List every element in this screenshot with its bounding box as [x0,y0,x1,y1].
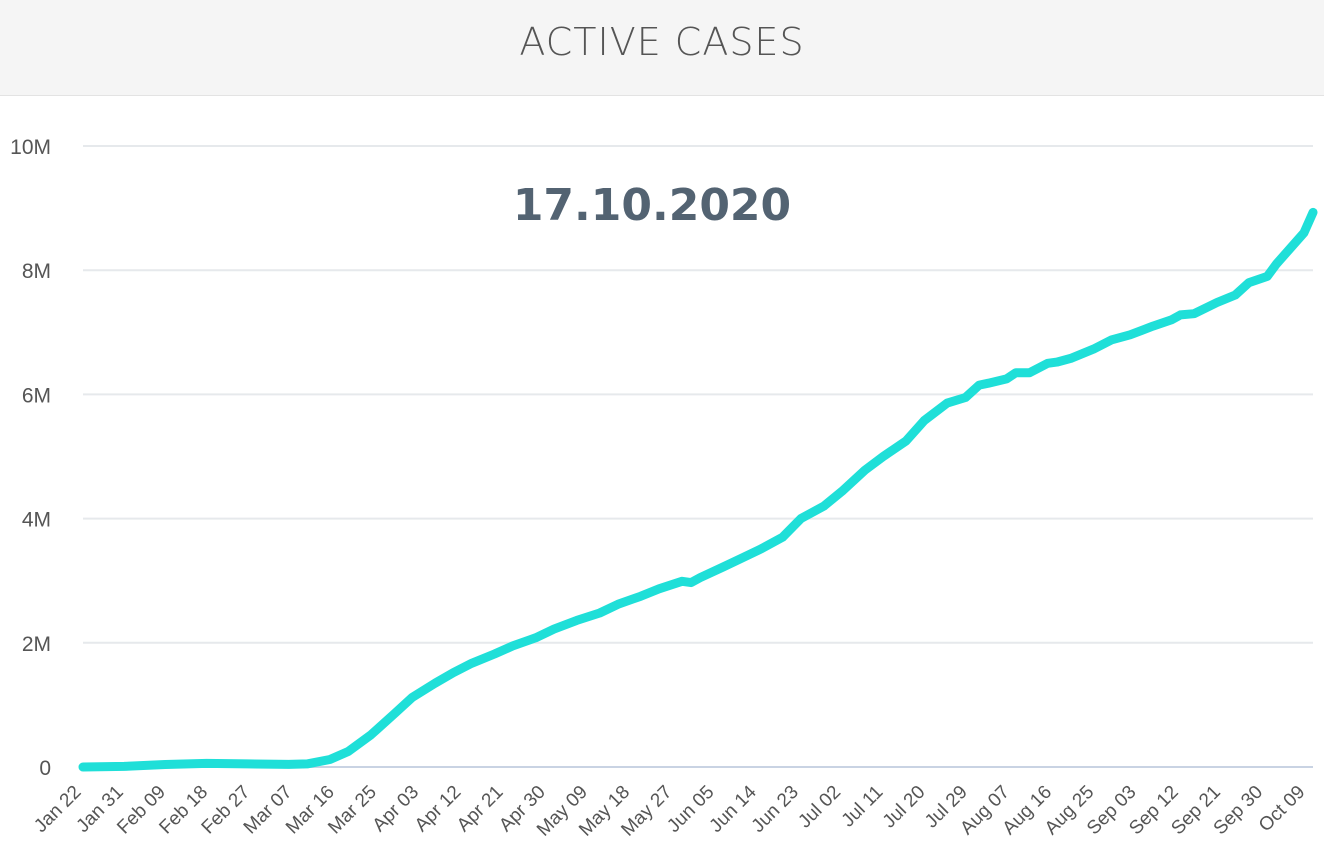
x-tick-label: Jun 14 [706,781,761,836]
x-tick-label: Jan 22 [30,782,85,837]
x-tick-label: Apr 12 [411,782,465,836]
y-tick-label: 8M [22,260,51,283]
date-annotation: 17.10.2020 [513,180,791,231]
x-tick-label: Oct 09 [1255,782,1309,836]
active-cases-line [78,207,1318,772]
grid-layer [83,145,1313,768]
y-tick-label: 2M [22,633,51,656]
x-tick-label: Apr 03 [369,782,423,836]
y-tick-label: 10M [10,136,51,159]
x-tick-label: Mar 25 [324,782,381,839]
y-tick-label: 4M [22,509,51,532]
x-tick-label: Jul 20 [879,782,930,833]
x-tick-label: Apr 21 [453,782,507,836]
chart-header: ACTIVE CASES [0,0,1324,96]
x-tick-label: Jul 11 [838,782,888,832]
chart-title: ACTIVE CASES [519,19,805,64]
y-axis-tick-labels: 0 2M 4M 6M 8M 10M [10,136,51,780]
x-tick-label: Jun 05 [663,782,718,837]
x-tick-label: Jun 23 [748,782,803,837]
y-tick-label: 6M [22,384,51,407]
x-tick-label: Jul 02 [794,782,845,833]
y-tick-label: 0 [39,757,51,780]
